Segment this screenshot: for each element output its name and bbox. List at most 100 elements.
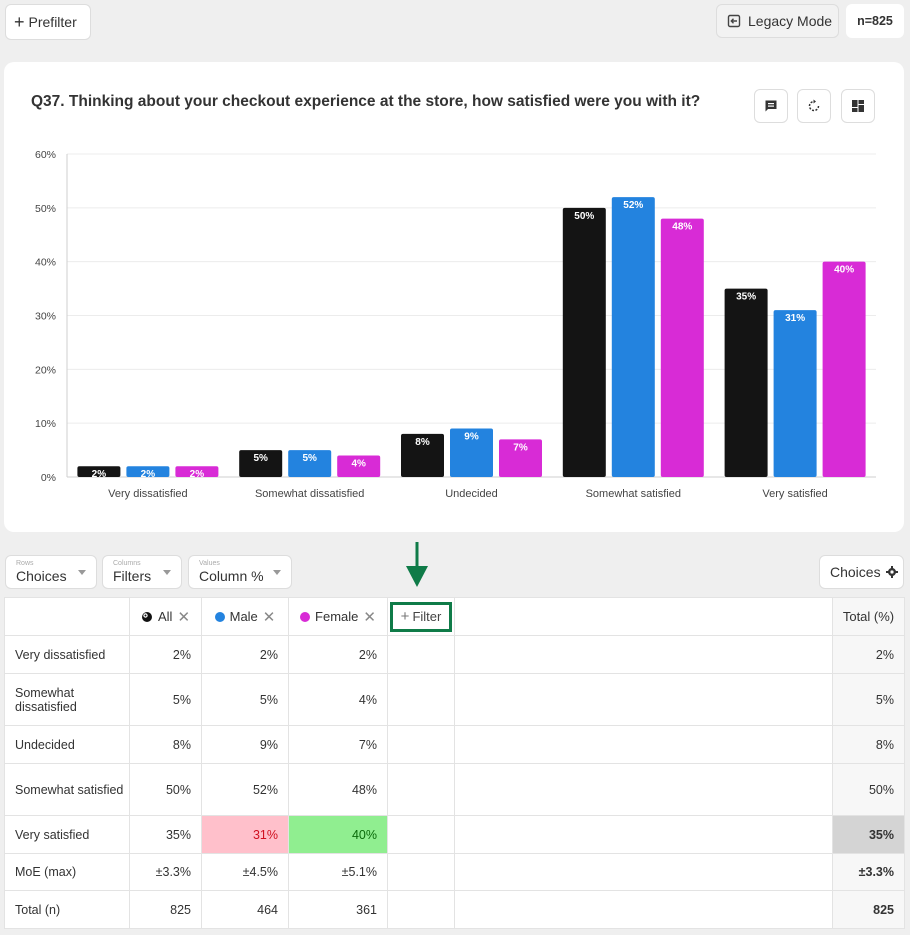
close-icon[interactable]: ✕ — [177, 608, 191, 626]
x-tick-label: Somewhat satisfied — [586, 488, 681, 500]
bar — [773, 310, 817, 477]
bar — [660, 218, 704, 477]
col-all-header[interactable]: All ✕ — [129, 597, 202, 636]
prefilter-button[interactable]: + Prefilter — [5, 4, 91, 40]
cell-filter-empty — [387, 815, 455, 854]
table-row: Very dissatisfied 2% 2% 2% 2% — [4, 635, 905, 674]
cell-female: 48% — [288, 763, 388, 816]
y-tick-label: 10% — [35, 418, 56, 430]
data-label: 50% — [574, 211, 594, 222]
cell-spacer — [454, 725, 833, 764]
comment-button[interactable] — [754, 89, 788, 123]
table-row: Total (n) 825 464 361 825 — [4, 890, 905, 929]
crosstab-table: All ✕ Male ✕ Female ✕ + Filter To — [4, 597, 905, 929]
col-male-label: Male — [229, 609, 258, 624]
cell-all: ±3.3% — [129, 853, 202, 891]
comment-icon — [765, 100, 777, 112]
prefilter-label: Prefilter — [28, 14, 77, 30]
x-tick-label: Very satisfied — [762, 488, 827, 500]
header-empty — [4, 597, 130, 636]
columns-select[interactable]: Columns Filters — [102, 555, 182, 589]
bar — [499, 439, 542, 477]
data-label: 31% — [785, 313, 805, 324]
bar — [288, 450, 332, 477]
col-female-label: Female — [315, 609, 359, 624]
cell-all: 35% — [129, 815, 202, 854]
cell-female: 4% — [288, 673, 388, 726]
cell-spacer — [454, 763, 833, 816]
row-label: Very satisfied — [4, 815, 130, 854]
legacy-mode-label: Legacy Mode — [748, 13, 833, 29]
cell-total: 50% — [832, 763, 905, 816]
cell-spacer — [454, 853, 833, 891]
y-tick-label: 20% — [35, 364, 56, 376]
cell-male: 5% — [201, 673, 289, 726]
refresh-icon — [808, 99, 820, 112]
cell-female: 7% — [288, 725, 388, 764]
cell-total: 8% — [832, 725, 905, 764]
bar — [239, 450, 283, 477]
data-label: 8% — [415, 437, 430, 448]
rows-select[interactable]: Rows Choices — [5, 555, 97, 589]
data-label: 5% — [253, 453, 268, 464]
cell-filter-empty — [387, 635, 455, 674]
all-icon — [141, 611, 152, 622]
table-row: Undecided 8% 9% 7% 8% — [4, 725, 905, 764]
cell-total: 825 — [832, 890, 905, 929]
row-label: Somewhat dissatisfied — [4, 673, 130, 726]
col-all-label: All — [157, 609, 173, 624]
cell-male: 2% — [201, 635, 289, 674]
chart-card: Q37. Thinking about your checkout experi… — [4, 62, 904, 532]
values-value: Column % — [199, 568, 264, 584]
chevron-down-icon — [78, 570, 86, 575]
values-small-label: Values — [199, 560, 220, 567]
cell-male: 9% — [201, 725, 289, 764]
close-icon[interactable]: ✕ — [363, 608, 376, 626]
values-select[interactable]: Values Column % — [188, 555, 292, 589]
data-label: 2% — [92, 469, 107, 480]
refresh-button[interactable] — [797, 89, 831, 123]
y-tick-label: 60% — [35, 149, 56, 161]
x-tick-label: Somewhat dissatisfied — [255, 488, 364, 500]
gear-icon — [885, 566, 898, 578]
table-row: Very satisfied 35% 31% 40% 35% — [4, 815, 905, 854]
bar — [337, 455, 381, 477]
choices-button[interactable]: Choices — [819, 555, 904, 589]
row-label: Total (n) — [4, 890, 130, 929]
y-tick-label: 0% — [41, 472, 56, 484]
data-label: 52% — [623, 200, 643, 211]
add-filter-button[interactable]: + Filter — [390, 601, 452, 632]
cell-female: 40% — [288, 815, 388, 854]
sample-size-badge: n=825 — [846, 4, 904, 38]
data-label: 9% — [464, 432, 479, 443]
question-title: Q37. Thinking about your checkout experi… — [31, 93, 701, 110]
row-label: Somewhat satisfied — [4, 763, 130, 816]
col-male-header[interactable]: Male ✕ — [201, 597, 289, 636]
close-icon[interactable]: ✕ — [262, 608, 276, 626]
bar — [611, 197, 655, 478]
bar — [77, 466, 121, 477]
add-filter-cell[interactable]: + Filter — [387, 597, 455, 636]
cell-spacer — [454, 890, 833, 929]
cell-total: ±3.3% — [832, 853, 905, 891]
layout-button[interactable] — [841, 89, 875, 123]
legacy-mode-button[interactable]: Legacy Mode — [716, 4, 839, 38]
row-label: Undecided — [4, 725, 130, 764]
sample-size-label: n=825 — [857, 14, 893, 28]
cell-all: 8% — [129, 725, 202, 764]
rows-small-label: Rows — [16, 560, 34, 567]
female-dot-icon — [300, 611, 311, 622]
row-label: MoE (max) — [4, 853, 130, 891]
data-label: 7% — [513, 442, 528, 453]
bar — [126, 466, 170, 477]
cell-all: 2% — [129, 635, 202, 674]
col-female-header[interactable]: Female ✕ — [288, 597, 388, 636]
rows-value: Choices — [16, 568, 67, 584]
cell-spacer — [454, 673, 833, 726]
table-row: Somewhat dissatisfied 5% 5% 4% 5% — [4, 673, 905, 726]
y-tick-label: 40% — [35, 257, 56, 269]
data-label: 2% — [141, 469, 156, 480]
bar — [562, 207, 606, 478]
bar — [450, 428, 493, 477]
cell-male: 52% — [201, 763, 289, 816]
